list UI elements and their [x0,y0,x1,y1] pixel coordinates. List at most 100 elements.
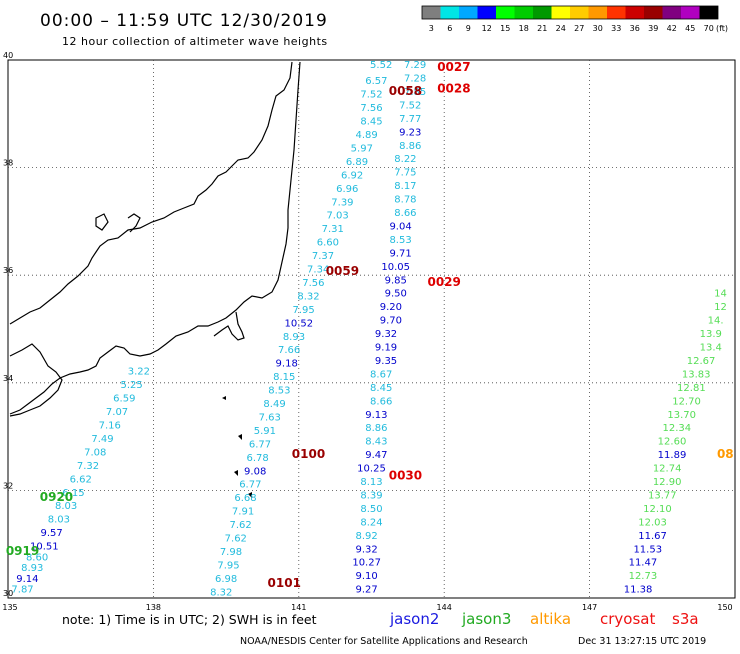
wave-height-value: 10.25 [357,464,386,475]
wave-height-value: 8.32 [210,587,232,598]
colorbar-tick-label: 12 [482,24,492,33]
wave-height-value: 8.17 [394,181,416,192]
wave-height-value: 11.47 [629,558,658,569]
wave-height-value: 8.86 [365,423,387,434]
colorbar-swatch [570,6,589,19]
wave-height-value: 8.43 [365,437,387,448]
wave-height-value: 6.77 [249,439,271,450]
plot-area: 40 38 36 34 32 30 135 138 141 144 147 150 5.52 6.57… [2,51,736,612]
wave-height-value: 14 [714,289,727,300]
wave-height-value: 12.73 [629,571,658,582]
wave-height-value: 8.24 [360,517,382,528]
wave-height-value: 8.03 [48,515,70,526]
wave-height-value: 9.13 [365,410,387,421]
track-time-label: 0028 [437,81,470,95]
colorbar-tick-label: 21 [537,24,547,33]
colorbar-swatch [699,6,718,19]
wave-height-value: 8.66 [370,396,392,407]
colorbar-tick-label: 6 [447,24,452,33]
wave-height-value: 12.67 [687,356,716,367]
wave-height-value: 12.10 [643,504,672,515]
wave-height-value: 11.53 [633,544,662,555]
colorbar-tick-label: 9 [466,24,471,33]
wave-height-value: 5.97 [351,143,373,154]
map-title: 00:00 – 11:59 UTC 12/30/2019 [40,11,328,31]
coastline-sado [95,213,109,231]
wave-height-value: 7.03 [326,211,348,222]
coastline-peninsula [213,311,245,341]
coastline-kii [9,343,63,417]
wave-height-value: 6.60 [317,238,339,249]
wave-height-value: 12.60 [658,437,687,448]
wave-height-value: 9.50 [385,289,407,300]
wave-height-value: 9.18 [276,359,298,370]
wave-height-value: 9.85 [385,275,407,286]
track-time-label: 0027 [437,60,470,74]
wave-height-value: 9.20 [380,302,402,313]
wave-height-value: 6.89 [346,157,368,168]
wave-height-observations: 5.52 6.57 7.52 7.56 8.45 4.89 5.97 6.89 6.92 6.96… [11,60,726,598]
colorbar-tick-label: 39 [648,24,658,33]
wave-height-value: 8.60 [26,552,48,563]
wave-height-value: 8.53 [389,235,411,246]
wave-height-value: 6.77 [239,480,261,491]
wave-height-value: 8.67 [370,369,392,380]
wave-height-value: 8.66 [394,208,416,219]
wave-height-value: 12.03 [638,517,667,528]
wave-height-value: 8.86 [399,141,421,152]
wave-height-value: 7.56 [302,278,324,289]
wave-height-value: 8.53 [268,386,290,397]
wave-height-value: 11.89 [658,450,687,461]
wave-height-value: 13.4 [700,343,722,354]
wave-height-value: 12 [714,302,727,313]
wave-height-value: 12.74 [653,464,682,475]
wave-height-value: 9.14 [16,574,38,585]
wave-height-value: 5.25 [120,380,142,391]
latitude-label: 40 [3,51,13,60]
wave-height-value: 7.66 [278,345,300,356]
satellite-legend: jason2 jason3 altika cryosat s3a [389,610,699,628]
track-time-label: 0029 [427,275,460,289]
wave-height-value: 7.28 [404,74,426,85]
longitude-label: 135 [2,603,17,612]
wave-height-value: 7.52 [399,100,421,111]
track-time-label: 0030 [389,469,422,483]
wave-height-value: 12.90 [653,477,682,488]
colorbar-swatch [625,6,644,19]
wave-height-value: 9.27 [356,585,378,596]
wave-height-value: 9.71 [389,248,411,259]
track-time-label: 0100 [292,447,325,461]
wave-height-value: 8.50 [360,504,382,515]
gridlines [8,60,735,598]
wave-height-value: 6.57 [365,76,387,87]
longitude-label: 147 [582,603,597,612]
wave-height-value: 7.98 [220,547,242,558]
wave-height-value: 7.85 [404,87,426,98]
wave-height-value: 8.15 [273,372,295,383]
wave-height-value: 11.67 [638,531,667,542]
latitude-label: 36 [3,266,13,275]
colorbar-tick-label: 24 [556,24,566,33]
wave-height-value: 10.52 [284,318,313,329]
coastline-noto [127,213,141,233]
wave-height-value: 6.68 [234,493,256,504]
colorbar-tick-label: 70 [704,24,714,33]
wave-height-value: 8.13 [360,477,382,488]
longitude-labels: 135 138 141 144 147 150 [2,603,732,612]
wave-height-value: 10.51 [30,542,59,553]
colorbar-tick-label: 36 [630,24,640,33]
colorbar-swatch [459,6,478,19]
wave-height-value: 8.45 [360,117,382,128]
wave-height-value: 13.9 [700,329,722,340]
colorbar-swatch [662,6,681,19]
colorbar-swatch [496,6,515,19]
colorbar-swatch [533,6,552,19]
coastline-honshu [9,61,293,325]
longitude-label: 141 [291,603,306,612]
colorbar-border [421,5,719,20]
wave-height-value: 6.92 [341,170,363,181]
latitude-label: 38 [3,159,13,168]
wave-height-value: 9.08 [244,466,266,477]
